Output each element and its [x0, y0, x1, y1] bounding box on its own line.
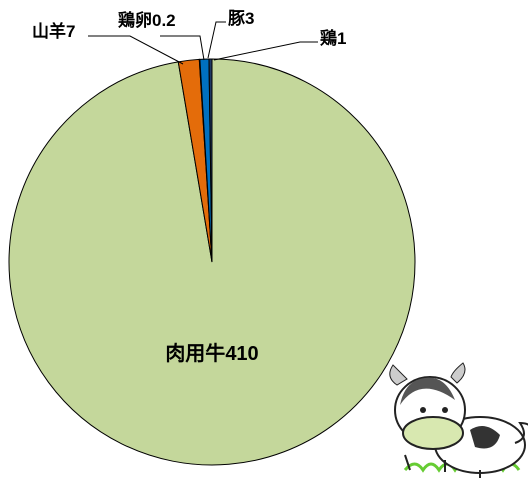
slice-value: 1: [337, 29, 346, 48]
cow-illustration: [390, 363, 528, 478]
pie: [9, 59, 415, 465]
leader-line: [208, 22, 226, 58]
slice-category: 鶏卵: [118, 10, 152, 30]
chart: 肉用牛410 山羊7 鶏卵0.2 豚3 鶏1: [0, 0, 528, 481]
leader-line: [160, 36, 204, 60]
slice-value: 7: [66, 22, 75, 41]
slice-label: 鶏卵0.2: [118, 10, 176, 30]
slice-label: 豚3: [228, 9, 254, 28]
slice-value: 0.2: [152, 11, 176, 30]
slice-category: 鶏: [320, 28, 337, 48]
slice-value: 410: [225, 343, 258, 365]
slice-label: 鶏1: [320, 28, 346, 48]
slice-category: 山羊: [32, 21, 66, 41]
leader-line: [88, 36, 183, 64]
slice-value: 3: [245, 9, 254, 28]
slice-category: 豚: [228, 9, 245, 28]
slice-label: 山羊7: [32, 21, 75, 41]
leader-line: [214, 42, 318, 60]
slice-label: 肉用牛410: [165, 341, 258, 365]
slice-category: 肉用牛: [165, 341, 225, 365]
